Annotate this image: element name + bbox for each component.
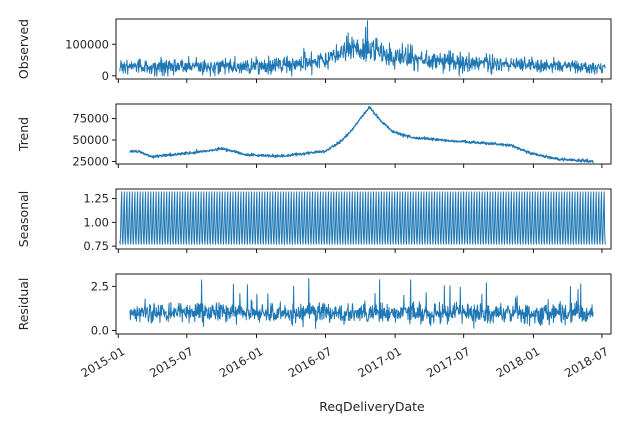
seasonal-axes-frame <box>115 188 612 250</box>
observed-series-line <box>119 20 606 77</box>
residual-axis-label: Residual <box>16 278 31 331</box>
xtick-label: 2018-01 <box>494 344 543 380</box>
trend-series-line <box>129 105 594 164</box>
residual-series-line <box>129 277 594 329</box>
xtick-label: 2016-07 <box>286 344 335 380</box>
trend-axis-label: Trend <box>16 117 31 152</box>
observed-axis-label: Observed <box>16 19 31 79</box>
trend-ytick-label: 75000 <box>72 112 109 126</box>
seasonal-ytick-label: 1.25 <box>83 192 109 206</box>
trend-ytick-label: 50000 <box>72 133 109 147</box>
x-axis-ticks: 2015-01 2015-07 2016-01 2016-07 2017-01 2017-… <box>79 344 611 380</box>
xtick-label: 2016-01 <box>217 344 266 380</box>
panel-trend: 25000 50000 75000 Trend <box>16 103 612 168</box>
observed-axes-frame <box>115 18 612 80</box>
xtick-label: 2017-01 <box>355 344 404 380</box>
trend-axes-frame <box>115 103 612 165</box>
panel-residual: 0.0 2.5 Residual <box>16 273 612 338</box>
seasonal-axis-label: Seasonal <box>16 191 31 248</box>
xtick-label: 2015-07 <box>147 344 196 380</box>
xtick-label: 2017-07 <box>424 344 473 380</box>
residual-axes-frame <box>115 273 612 335</box>
seasonal-series-line <box>119 191 606 245</box>
trend-ytick-label: 25000 <box>72 154 109 168</box>
seasonal-ytick-label: 1.00 <box>83 215 109 229</box>
residual-ytick-label: 0.0 <box>91 323 109 337</box>
seasonal-ytick-label: 0.75 <box>83 239 109 253</box>
observed-ytick-label: 0 <box>102 69 109 83</box>
residual-ytick-label: 2.5 <box>91 279 109 293</box>
observed-ytick-label: 100000 <box>65 37 109 51</box>
panel-observed: 0 100000 Observed <box>16 18 612 83</box>
panel-seasonal: 0.75 1.00 1.25 Seasonal <box>16 188 612 253</box>
xtick-label: 2018-07 <box>562 344 611 380</box>
x-axis-label: ReqDeliveryDate <box>319 399 425 414</box>
panels-group: 0 100000 Observed 25000 50000 75000 Trend 0.75 1… <box>16 18 612 338</box>
xtick-label: 2015-01 <box>79 344 128 380</box>
